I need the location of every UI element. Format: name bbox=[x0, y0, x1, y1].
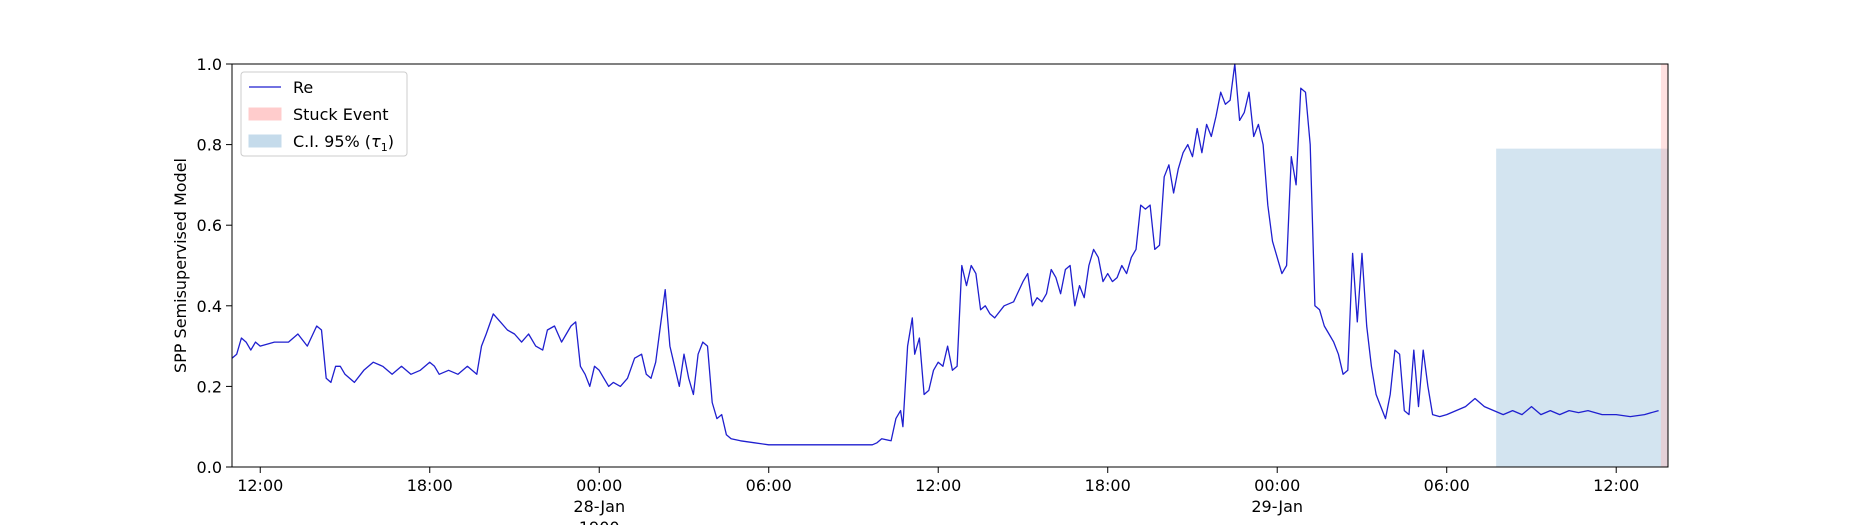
y-tick-label: 0.0 bbox=[197, 458, 222, 477]
legend-label: Re bbox=[293, 78, 313, 97]
y-axis-label: SPP Semisupervised Model bbox=[171, 158, 190, 373]
y-tick-label: 0.2 bbox=[197, 377, 222, 396]
x-tick-label: 00:00 bbox=[1254, 476, 1300, 495]
x-tick-label: 12:00 bbox=[1593, 476, 1639, 495]
series-line-re bbox=[231, 63, 1659, 446]
legend-label: Stuck Event bbox=[293, 105, 389, 124]
x-tick-label: 06:00 bbox=[1424, 476, 1470, 495]
shaded-spans bbox=[1496, 64, 1668, 467]
x-tick-sublabel: 29-Jan bbox=[1251, 497, 1303, 516]
y-tick-label: 0.4 bbox=[197, 297, 222, 316]
x-tick-label: 12:00 bbox=[237, 476, 283, 495]
x-tick-label: 18:00 bbox=[1085, 476, 1131, 495]
plot-frame bbox=[231, 63, 1669, 468]
x-tick-label: 00:00 bbox=[576, 476, 622, 495]
series-layer bbox=[231, 63, 1659, 446]
x-tick-label: 06:00 bbox=[746, 476, 792, 495]
legend-box bbox=[240, 71, 408, 157]
legend-label: C.I. 95% (τ1) bbox=[293, 132, 394, 154]
x-tick-sublabel-year: 1900 bbox=[579, 518, 620, 525]
x-tick-label: 18:00 bbox=[407, 476, 453, 495]
legend-swatch-patch bbox=[248, 134, 282, 148]
x-tick-sublabel: 28-Jan bbox=[573, 497, 625, 516]
x-tick-label: 12:00 bbox=[915, 476, 961, 495]
y-tick-label: 0.8 bbox=[197, 136, 222, 155]
axes: 0.0 0.2 0.4 0.6 0.8 1.0 12:00 18:00 00:00 28-Jan 1… bbox=[171, 55, 1669, 525]
y-tick-label: 0.6 bbox=[197, 216, 222, 235]
legend: Re Stuck Event C.I. 95% (τ1) bbox=[240, 71, 408, 157]
legend-swatch-patch bbox=[248, 107, 282, 121]
ci-95-span bbox=[1496, 148, 1668, 467]
stuck-event-span bbox=[1660, 64, 1668, 467]
y-tick-label: 1.0 bbox=[197, 55, 222, 74]
